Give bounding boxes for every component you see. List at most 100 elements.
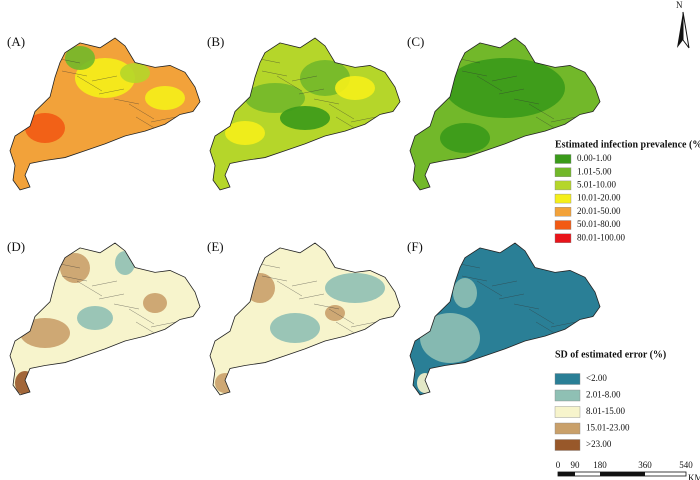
map-outline xyxy=(409,37,601,191)
county-border xyxy=(565,331,592,338)
map-region xyxy=(120,63,150,83)
scale-bar-segment xyxy=(600,472,645,476)
province-map xyxy=(210,38,400,190)
county-border xyxy=(550,116,577,123)
panel-label: (C) xyxy=(407,34,424,49)
map-region xyxy=(215,373,235,393)
legend-label: <2.00 xyxy=(586,373,607,383)
county-border xyxy=(91,75,118,82)
county-border xyxy=(365,331,392,338)
county-border xyxy=(372,139,399,146)
map-region xyxy=(143,293,167,313)
county-border xyxy=(528,103,555,120)
legend-label: 8.01-15.00 xyxy=(586,406,625,416)
legend-label: >23.00 xyxy=(586,439,612,449)
county-border xyxy=(128,308,155,325)
map-outline xyxy=(9,242,201,396)
map-region xyxy=(65,46,95,70)
county-border xyxy=(172,139,199,146)
panel-label: (D) xyxy=(7,239,25,254)
legend-swatch xyxy=(554,167,572,177)
county-border xyxy=(476,280,503,297)
county-border xyxy=(528,308,555,325)
county-border xyxy=(424,47,451,64)
legend-label: 20.01-50.00 xyxy=(577,206,621,216)
panel-label: (F) xyxy=(407,239,423,254)
legend-swatch xyxy=(554,193,572,204)
legend-swatch xyxy=(554,233,572,243)
county-border xyxy=(224,252,251,269)
north-label: N xyxy=(676,0,683,10)
legend-title: SD of estimated error (%) xyxy=(555,349,666,360)
panel-label: (E) xyxy=(207,239,224,254)
county-border xyxy=(439,47,466,54)
legend-swatch xyxy=(554,439,581,451)
scale-label: 360 xyxy=(638,460,652,470)
county-border xyxy=(61,275,88,282)
scale-label: 180 xyxy=(593,460,607,470)
map-region xyxy=(15,371,35,395)
county-border xyxy=(513,303,540,310)
county-border xyxy=(187,144,200,161)
county-border xyxy=(491,75,518,82)
map-region xyxy=(325,273,385,303)
map-region xyxy=(325,305,345,321)
county-border xyxy=(350,116,377,123)
map-region xyxy=(245,273,275,303)
map-region xyxy=(245,83,305,113)
map-region xyxy=(225,121,265,145)
legend-label: 50.01-80.00 xyxy=(577,219,621,229)
legend-swatch xyxy=(554,207,572,217)
map-region xyxy=(60,253,90,283)
map-region xyxy=(420,313,480,363)
map-outline xyxy=(9,37,201,191)
county-border xyxy=(24,47,51,64)
map-region xyxy=(77,306,113,330)
legend-swatch xyxy=(554,220,572,230)
map-region xyxy=(335,76,375,100)
county-border xyxy=(550,321,577,328)
legend-label: 15.01-23.00 xyxy=(586,423,630,433)
legend-title: Estimated infection prevalence (%) xyxy=(555,139,700,150)
map-region xyxy=(145,86,185,110)
county-border xyxy=(313,303,340,310)
county-border xyxy=(387,144,400,161)
county-border xyxy=(172,344,199,351)
county-border xyxy=(224,47,251,64)
county-border xyxy=(261,275,288,282)
panel-label: (B) xyxy=(207,34,224,49)
map-region xyxy=(417,373,433,393)
county-border xyxy=(491,280,518,287)
scale-label: 540 xyxy=(679,460,693,470)
map-base xyxy=(10,38,200,190)
county-border xyxy=(76,75,103,92)
county-border xyxy=(328,103,355,120)
county-border xyxy=(372,344,399,351)
county-border xyxy=(461,70,488,77)
scale-unit: KM xyxy=(688,473,700,480)
map-outline xyxy=(209,242,401,396)
county-border xyxy=(98,88,125,95)
county-border xyxy=(291,280,318,287)
county-border xyxy=(76,280,103,297)
county-border xyxy=(165,126,192,133)
county-border xyxy=(239,252,266,259)
county-border xyxy=(98,293,125,300)
legend-swatch xyxy=(554,180,572,191)
legend-label: 1.01-5.00 xyxy=(577,166,612,176)
map-region xyxy=(25,113,65,143)
legend-swatch xyxy=(554,422,581,435)
county-border xyxy=(298,88,325,95)
county-border xyxy=(239,47,266,54)
county-border xyxy=(298,293,325,300)
legend-swatch xyxy=(554,373,581,385)
legend-label: 5.01-10.00 xyxy=(577,179,616,189)
county-border xyxy=(565,126,592,133)
legend-swatch xyxy=(554,389,581,402)
map-region xyxy=(440,123,490,153)
county-border xyxy=(150,116,177,123)
county-border xyxy=(350,321,377,328)
county-border xyxy=(91,280,118,287)
county-border xyxy=(439,252,466,259)
